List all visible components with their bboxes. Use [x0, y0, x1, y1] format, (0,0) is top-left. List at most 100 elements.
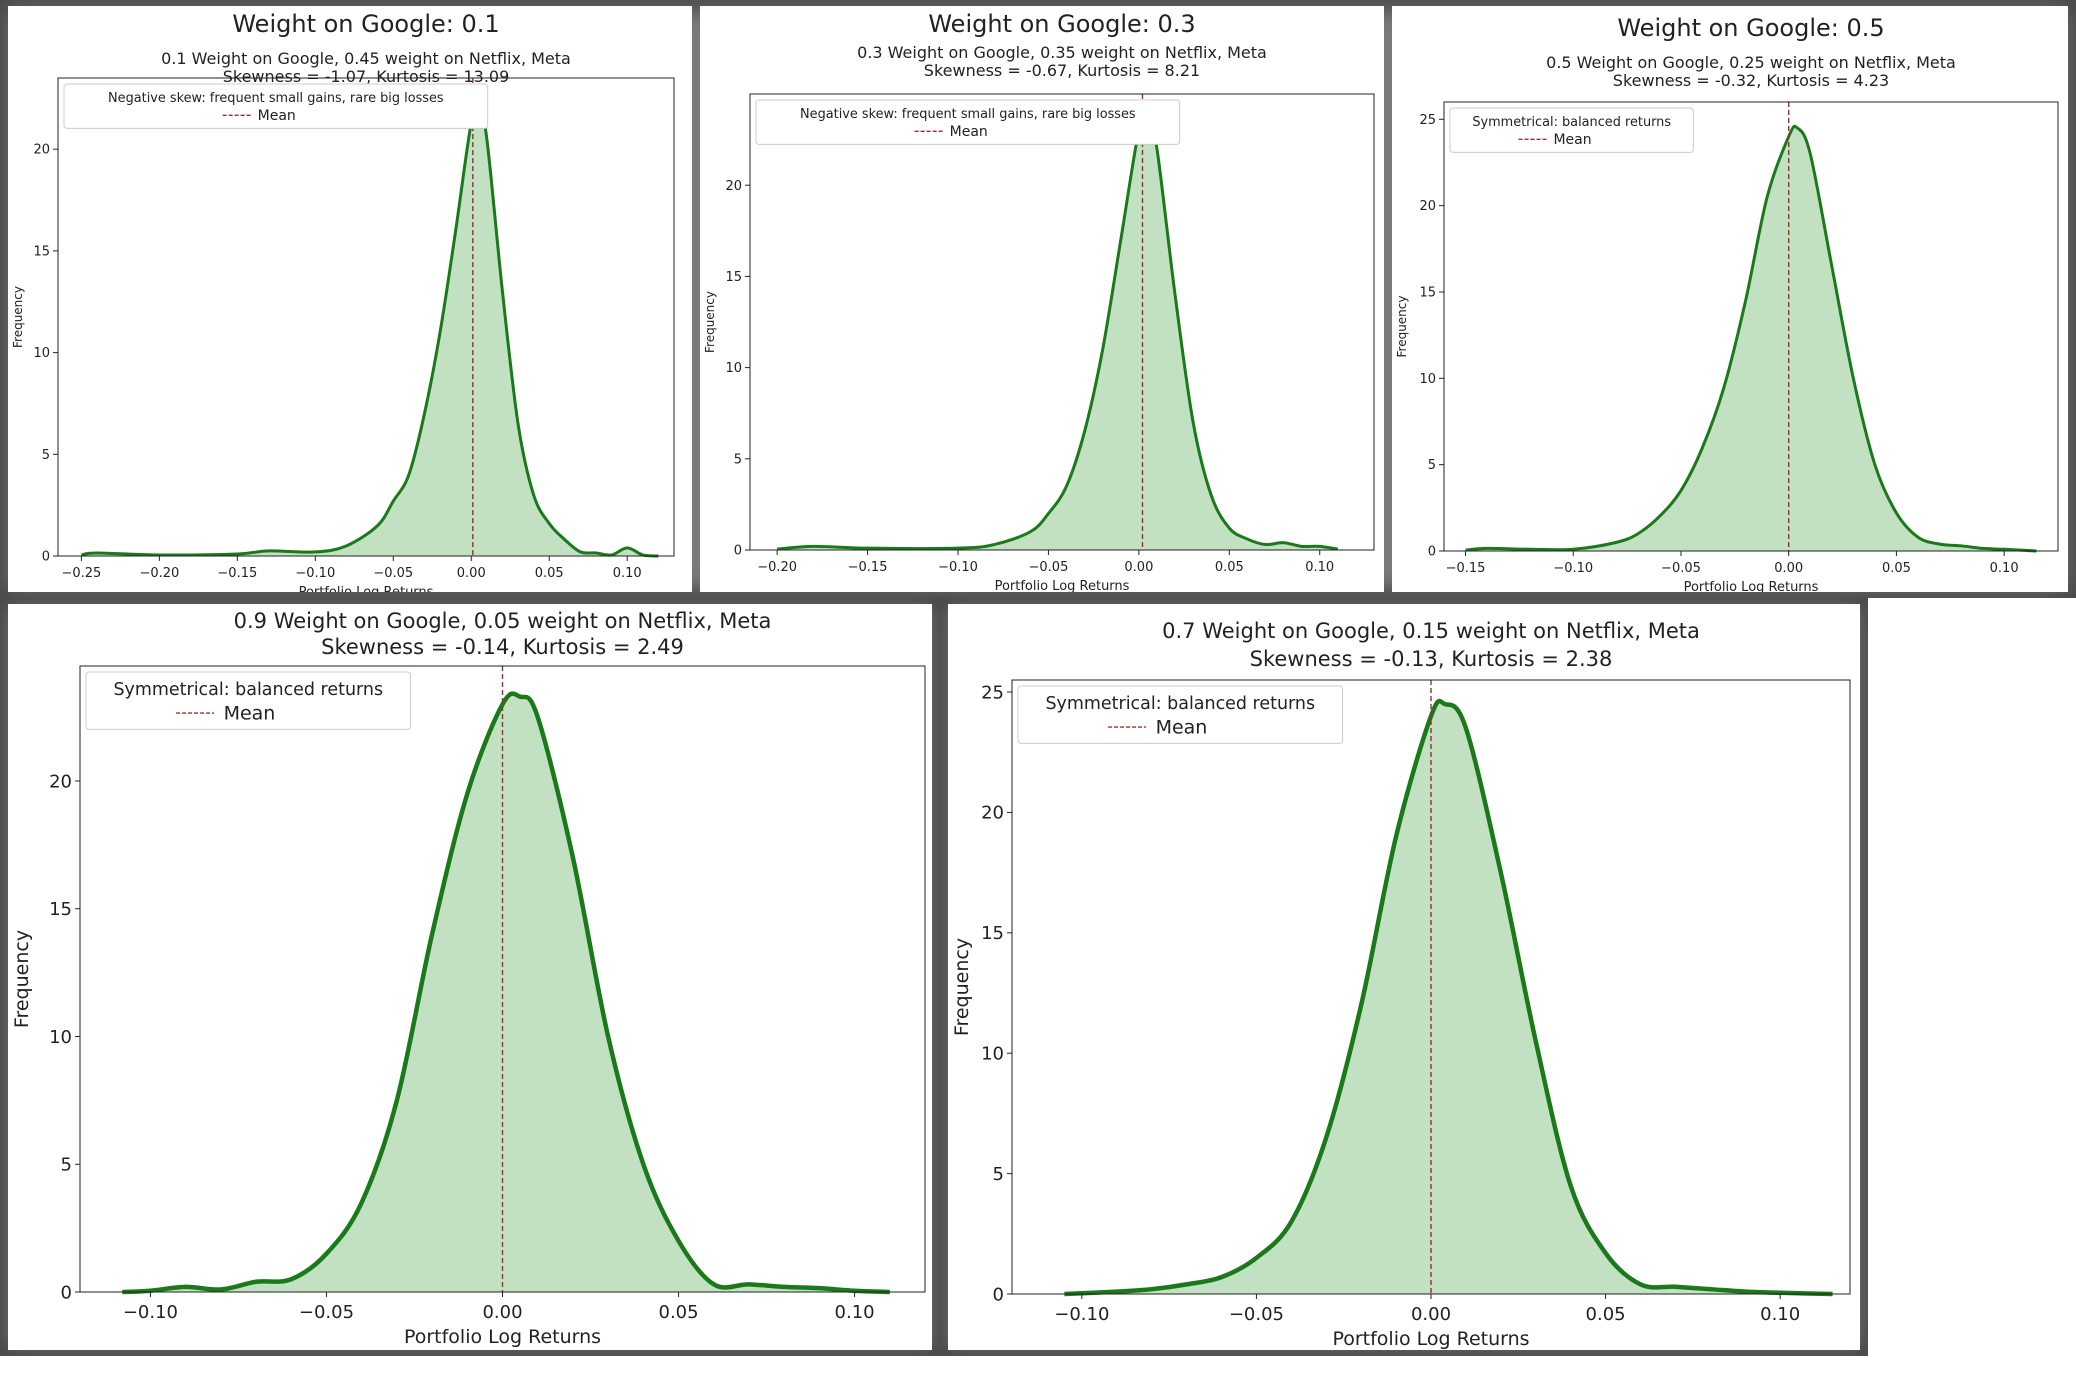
- y-tick-label: 10: [725, 361, 742, 376]
- legend-title: Symmetrical: balanced returns: [1045, 694, 1315, 714]
- chart-title: 0.5 Weight on Google, 0.25 weight on Net…: [1546, 53, 1956, 72]
- y-axis-label: Frequency: [11, 930, 33, 1028]
- y-tick-label: 0: [734, 544, 742, 559]
- x-axis-label: Portfolio Log Returns: [404, 1326, 601, 1348]
- y-tick-label: 15: [1419, 286, 1436, 301]
- chart-stats-subtitle: Skewness = -0.13, Kurtosis = 2.38: [1250, 647, 1613, 671]
- x-tick-label: −0.20: [757, 560, 797, 575]
- y-tick-label: 0: [61, 1282, 72, 1303]
- density-line: [777, 112, 1339, 551]
- y-tick-label: 0: [1428, 545, 1436, 560]
- legend-box: [755, 99, 1181, 145]
- y-tick-label: 15: [33, 244, 50, 259]
- legend-entry-mean: Mean: [950, 124, 988, 140]
- x-axis-label: Portfolio Log Returns: [995, 579, 1130, 592]
- legend-box: [63, 83, 489, 129]
- chart-stats-subtitle: Skewness = -0.67, Kurtosis = 8.21: [924, 61, 1200, 80]
- x-tick-label: −0.05: [1661, 561, 1701, 576]
- chart-suptitle: Weight on Google: 0.5: [1617, 14, 1884, 42]
- y-tick-label: 5: [1428, 458, 1436, 473]
- chart-svg-5: 0.7 Weight on Google, 0.15 weight on Net…: [951, 619, 1851, 1350]
- legend-title: Negative skew: frequent small gains, rar…: [108, 91, 444, 106]
- chart-suptitle: Weight on Google: 0.3: [928, 10, 1195, 38]
- y-tick-label: 15: [49, 899, 72, 920]
- y-axis-label: Frequency: [703, 291, 717, 353]
- y-tick-label: 5: [42, 448, 50, 463]
- x-tick-label: 0.05: [1586, 1304, 1626, 1325]
- chart-svg-4: 0.9 Weight on Google, 0.05 weight on Net…: [11, 609, 926, 1348]
- chart-panel-google-0-1: Weight on Google: 0.1 0.1 Weight on Googl…: [8, 6, 692, 592]
- x-tick-label: −0.15: [1446, 561, 1486, 576]
- x-tick-label: 0.10: [1305, 560, 1334, 575]
- x-axis-label: Portfolio Log Returns: [1332, 1328, 1529, 1350]
- x-tick-label: −0.20: [139, 566, 179, 581]
- y-tick-label: 0: [42, 550, 50, 565]
- y-axis-label: Frequency: [11, 286, 25, 348]
- chart-svg-3: Weight on Google: 0.5 0.5 Weight on Googl…: [1395, 14, 2059, 592]
- y-tick-label: 20: [1419, 199, 1436, 214]
- legend-entry-mean: Mean: [258, 108, 296, 124]
- density-area: [777, 113, 1338, 551]
- x-tick-label: −0.05: [1229, 1304, 1284, 1325]
- y-tick-label: 25: [1419, 113, 1436, 128]
- y-tick-label: 25: [981, 682, 1004, 703]
- y-tick-label: 15: [981, 923, 1004, 944]
- x-tick-label: −0.10: [123, 1302, 178, 1323]
- legend-box: [1017, 685, 1344, 744]
- chart-panel-google-0-7: 0.7 Weight on Google, 0.15 weight on Net…: [948, 604, 1860, 1350]
- y-tick-label: 20: [33, 143, 50, 158]
- x-tick-label: 0.00: [1124, 560, 1153, 575]
- density-area: [1064, 701, 1833, 1294]
- y-tick-label: 5: [61, 1155, 72, 1176]
- y-axis-label: Frequency: [951, 938, 973, 1036]
- legend-box: [85, 671, 412, 730]
- x-tick-label: −0.05: [299, 1302, 354, 1323]
- y-tick-label: 10: [1419, 372, 1436, 387]
- y-tick-label: 5: [993, 1164, 1004, 1185]
- legend-entry-mean: Mean: [1156, 717, 1208, 739]
- density-line: [81, 104, 659, 558]
- x-tick-label: −0.15: [848, 560, 888, 575]
- chart-svg-2: Weight on Google: 0.3 0.3 Weight on Googl…: [703, 10, 1375, 592]
- x-tick-label: −0.25: [61, 566, 101, 581]
- chart-stats-subtitle: Skewness = -0.14, Kurtosis = 2.49: [321, 635, 684, 659]
- x-tick-label: −0.15: [217, 566, 257, 581]
- x-tick-label: 0.00: [457, 566, 486, 581]
- x-axis-label: Portfolio Log Returns: [1684, 580, 1819, 592]
- chart-title: 0.7 Weight on Google, 0.15 weight on Net…: [1162, 619, 1700, 643]
- density-line: [1064, 698, 1833, 1297]
- y-tick-label: 15: [725, 270, 742, 285]
- x-tick-label: −0.10: [1054, 1304, 1109, 1325]
- legend-entry-mean: Mean: [224, 703, 276, 725]
- x-axis-label: Portfolio Log Returns: [299, 585, 434, 592]
- x-tick-label: 0.00: [1774, 561, 1803, 576]
- chart-panel-google-0-3: Weight on Google: 0.3 0.3 Weight on Googl…: [700, 6, 1384, 592]
- x-tick-label: −0.05: [1029, 560, 1069, 575]
- density-area: [81, 106, 659, 557]
- chart-stats-subtitle: Skewness = -0.32, Kurtosis = 4.23: [1613, 71, 1889, 90]
- y-tick-label: 20: [725, 179, 742, 194]
- y-tick-label: 10: [49, 1027, 72, 1048]
- legend-title: Symmetrical: balanced returns: [113, 680, 383, 700]
- x-tick-label: 0.10: [1760, 1304, 1800, 1325]
- plot-frame: [749, 93, 1375, 551]
- x-tick-label: −0.05: [373, 566, 413, 581]
- x-tick-label: −0.10: [1553, 561, 1593, 576]
- x-tick-label: 0.05: [1215, 560, 1244, 575]
- y-axis-label: Frequency: [1395, 296, 1409, 358]
- x-tick-label: 0.00: [482, 1302, 522, 1323]
- x-tick-label: −0.10: [938, 560, 978, 575]
- chart-title: 0.3 Weight on Google, 0.35 weight on Net…: [857, 43, 1267, 62]
- density-line: [122, 691, 890, 1295]
- x-tick-label: −0.10: [295, 566, 335, 581]
- plot-frame: [57, 77, 675, 557]
- chart-svg-1: Weight on Google: 0.1 0.1 Weight on Googl…: [11, 10, 675, 592]
- chart-stats-subtitle: Skewness = -1.07, Kurtosis = 13.09: [223, 67, 510, 86]
- legend-title: Symmetrical: balanced returns: [1472, 115, 1671, 130]
- chart-panel-google-0-9: 0.9 Weight on Google, 0.05 weight on Net…: [8, 604, 932, 1350]
- plot-frame: [1443, 101, 2059, 552]
- density-area: [122, 693, 890, 1292]
- chart-title: 0.9 Weight on Google, 0.05 weight on Net…: [234, 609, 772, 633]
- x-tick-label: 0.05: [1882, 561, 1911, 576]
- x-tick-label: 0.10: [835, 1302, 875, 1323]
